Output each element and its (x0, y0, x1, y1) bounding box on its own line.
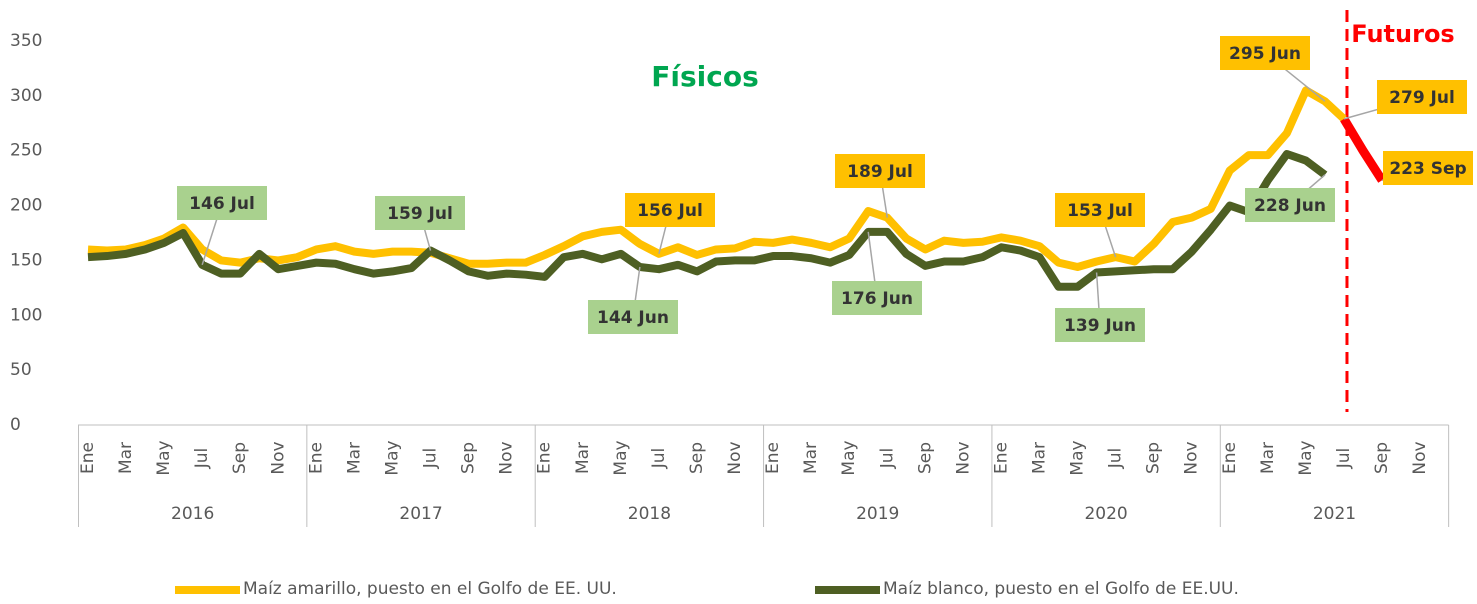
y-tick-label: 100 (10, 305, 42, 325)
annotation: 153 Jul (1067, 201, 1133, 221)
x-tick-label: Ene (1220, 442, 1240, 474)
annotation: 144 Jun (597, 308, 669, 328)
x-tick-label: Jul (192, 448, 212, 470)
legend-label: Maíz blanco, puesto en el Golfo de EE.UU… (883, 579, 1239, 599)
year-label: 2021 (1313, 504, 1356, 524)
annotation-box (1055, 193, 1145, 227)
series-line (1340, 116, 1386, 183)
x-tick-label: Nov (497, 441, 517, 474)
x-tick-label: Ene (78, 442, 98, 474)
annotation-box (1383, 151, 1473, 185)
annotation: 176 Jun (841, 289, 913, 309)
x-tick-label: Mar (801, 442, 821, 474)
y-tick-label: 350 (10, 31, 42, 51)
series-line (87, 150, 1328, 291)
x-tick-label: Sep (1144, 442, 1164, 474)
series-line (87, 86, 1347, 272)
annotation-box (1220, 36, 1310, 70)
annotation-box (1055, 308, 1145, 342)
x-tick-label: May (839, 440, 859, 475)
annotation-box (625, 193, 715, 227)
annotation-box (832, 281, 922, 315)
x-tick-label: May (1296, 440, 1316, 475)
x-tick-label: Jul (649, 448, 669, 470)
annotation-box (375, 196, 465, 230)
x-tick-label: May (611, 440, 631, 475)
x-tick-label: Jul (1106, 448, 1126, 470)
y-tick-label: 300 (10, 86, 42, 106)
annotation: 159 Jul (387, 204, 453, 224)
x-tick-label: Ene (306, 442, 326, 474)
annotation-box (177, 186, 267, 220)
x-tick-label: Nov (1182, 441, 1202, 474)
x-tick-label: May (154, 440, 174, 475)
x-tick-label: Nov (953, 441, 973, 474)
x-tick-label: Ene (535, 442, 555, 474)
x-tick-label: Sep (230, 442, 250, 474)
x-tick-label: Sep (687, 442, 707, 474)
x-tick-label: Sep (1372, 442, 1392, 474)
x-tick-label: Mar (1258, 442, 1278, 474)
annotation: 295 Jun (1229, 44, 1301, 64)
x-tick-label: Sep (459, 442, 479, 474)
annotation-box (835, 154, 925, 188)
x-tick-label: Mar (1030, 442, 1050, 474)
x-tick-label: Jul (421, 448, 441, 470)
x-tick-label: Nov (725, 441, 745, 474)
year-label: 2020 (1084, 504, 1127, 524)
x-tick-label: Jul (877, 448, 897, 470)
year-label: 2018 (628, 504, 671, 524)
y-tick-label: 50 (10, 360, 32, 380)
x-tick-label: Nov (1410, 441, 1430, 474)
x-tick-label: Mar (116, 442, 136, 474)
annotation-box (1377, 80, 1467, 114)
x-tick-label: Sep (915, 442, 935, 474)
y-tick-label: 0 (10, 415, 21, 435)
legend-label: Maíz amarillo, puesto en el Golfo de EE.… (243, 579, 617, 599)
futures-label: Futuros (1351, 20, 1454, 48)
annotation: 146 Jul (189, 194, 255, 214)
annotation: 228 Jun (1254, 196, 1326, 216)
annotation-box (588, 300, 678, 334)
annotation: 279 Jul (1389, 88, 1455, 108)
annotation: 156 Jul (637, 201, 703, 221)
y-tick-label: 150 (10, 250, 42, 270)
annotation: 139 Jun (1064, 316, 1136, 336)
x-tick-label: May (1068, 440, 1088, 475)
x-tick-label: Ene (991, 442, 1011, 474)
annotation: 223 Sep (1389, 159, 1466, 179)
year-label: 2016 (171, 504, 214, 524)
x-tick-label: Jul (1334, 448, 1354, 470)
x-tick-label: Ene (763, 442, 783, 474)
annotation-box (1245, 188, 1335, 222)
year-label: 2019 (856, 504, 899, 524)
y-tick-label: 250 (10, 141, 42, 161)
year-label: 2017 (399, 504, 442, 524)
annotation: 189 Jul (847, 162, 913, 182)
x-tick-label: May (382, 440, 402, 475)
x-tick-label: Mar (344, 442, 364, 474)
x-tick-label: Mar (573, 442, 593, 474)
x-tick-label: Nov (268, 441, 288, 474)
chart-title: Físicos (651, 60, 759, 93)
y-tick-label: 200 (10, 196, 42, 216)
